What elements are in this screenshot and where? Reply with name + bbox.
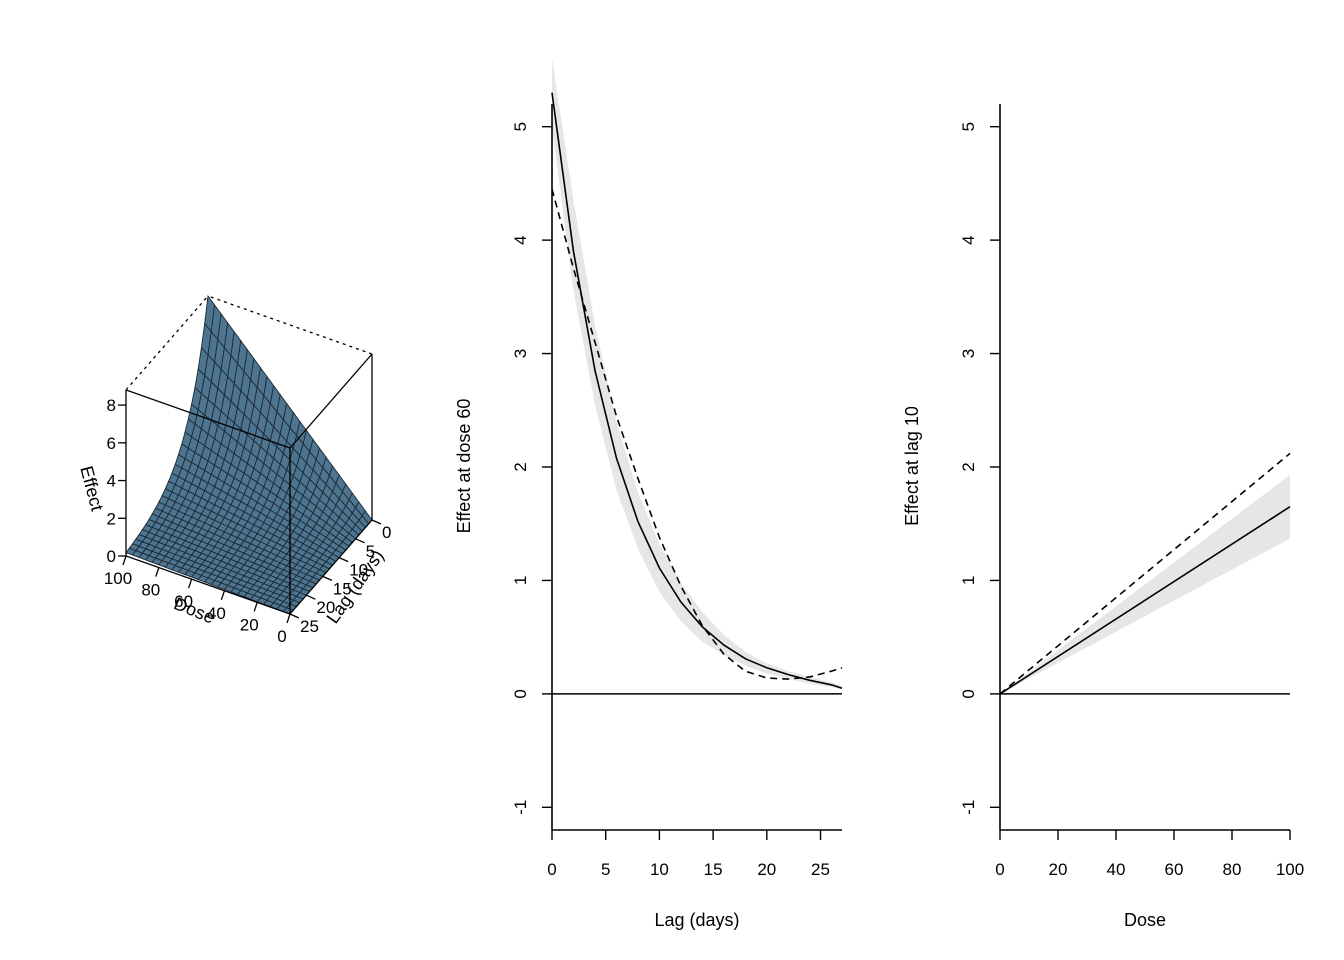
y-tick-label: 1 (959, 576, 978, 585)
y-tick-mark (338, 557, 349, 563)
dose-y-axis-title: Effect at lag 10 (902, 406, 922, 526)
dose-ci-band (1000, 474, 1290, 694)
x-tick-label: 40 (1107, 860, 1126, 879)
y-tick-mark (289, 613, 300, 619)
y-tick-label: 2 (511, 462, 530, 471)
y-tick-label: 2 (959, 462, 978, 471)
y-tick-mark (306, 594, 316, 600)
x-tick-label: 100 (104, 569, 132, 588)
lag-axes: -1 0 1 2 3 4 5 0 5 10 15 20 25 (511, 104, 842, 879)
y-tick-label: 10 (349, 561, 368, 580)
surface-mesh (125, 294, 373, 615)
box-hidden-edge (125, 295, 209, 391)
surface-front-edges (125, 353, 373, 615)
y-tick-label: 15 (333, 579, 352, 598)
x-tick-mark (187, 578, 193, 589)
y-tick-label: 0 (382, 523, 391, 542)
y-tick-label: 0 (511, 689, 530, 698)
z-tick-label: 2 (107, 509, 116, 528)
x-tick-label: 0 (995, 860, 1004, 879)
x-tick-label: 20 (1049, 860, 1068, 879)
y-tick-label: -1 (511, 800, 530, 815)
box-edge (289, 353, 373, 449)
y-tick-label: -1 (959, 800, 978, 815)
lag-series-lines (551, 92, 843, 695)
y-tick-label: 5 (959, 122, 978, 131)
z-tick-label: 8 (107, 396, 116, 415)
x-tick-mark (220, 590, 226, 601)
y-tick-label: 5 (511, 122, 530, 131)
box-edge (125, 389, 291, 449)
dashed-series-line (999, 452, 1291, 695)
x-tick-label: 40 (207, 604, 226, 623)
z-tick-label: 6 (107, 434, 116, 453)
x-tick-mark (155, 567, 160, 577)
x-tick-label: 0 (547, 860, 556, 879)
dose-axes: -1 0 1 2 3 4 5 0 20 40 60 80 100 (959, 104, 1304, 879)
dashed-series-line (551, 188, 843, 680)
x-tick-label: 0 (277, 627, 286, 646)
y-tick-label: 1 (511, 576, 530, 585)
y-tick-label: 5 (366, 542, 375, 561)
ci-band-area (1000, 474, 1290, 694)
lag-x-axis-title: Lag (days) (654, 910, 739, 930)
box-edge (289, 519, 373, 615)
z-tick-label: 4 (107, 472, 116, 491)
x-tick-mark (253, 602, 258, 612)
y-tick-label: 0 (959, 689, 978, 698)
x-tick-label: 80 (1223, 860, 1242, 879)
x-tick-label: 60 (1165, 860, 1184, 879)
dose-x-axis-title: Dose (1124, 910, 1166, 930)
dose-series-lines (999, 452, 1291, 695)
lag-y-axis-title: Effect at dose 60 (454, 399, 474, 534)
x-tick-mark (286, 613, 291, 624)
surface-back-edges (125, 295, 373, 462)
y-tick-mark (355, 538, 365, 544)
x-tick-mark (122, 555, 127, 566)
y-tick-label: 4 (511, 235, 530, 244)
surface-x-axis-title: Dose (171, 593, 217, 627)
y-tick-mark (322, 575, 333, 581)
x-tick-label: 20 (757, 860, 776, 879)
solid-series-line (999, 506, 1291, 695)
x-tick-label: 25 (811, 860, 830, 879)
y-tick-label: 3 (959, 349, 978, 358)
dose-response-panel: -1 0 1 2 3 4 5 0 20 40 60 80 100 Dose Effect at lag … (902, 104, 1304, 930)
y-tick-label: 25 (300, 617, 319, 636)
surface-z-axis-title: Effect (76, 464, 107, 513)
solid-series-line (551, 92, 843, 689)
z-tick-label: 0 (107, 547, 116, 566)
y-tick-mark (371, 519, 382, 525)
x-tick-label: 20 (240, 615, 259, 634)
x-tick-label: 15 (704, 860, 723, 879)
x-tick-label: 80 (141, 581, 160, 600)
x-tick-label: 10 (650, 860, 669, 879)
y-tick-label: 20 (316, 598, 335, 617)
y-tick-label: 3 (511, 349, 530, 358)
box-edge (125, 555, 291, 615)
x-tick-label: 60 (174, 592, 193, 611)
lag-response-panel: -1 0 1 2 3 4 5 0 5 10 15 20 25 Lag (days) Effect at … (454, 58, 843, 930)
x-tick-label: 5 (601, 860, 610, 879)
x-tick-label: 100 (1276, 860, 1304, 879)
y-tick-label: 4 (959, 235, 978, 244)
box-hidden-edge (207, 295, 373, 355)
